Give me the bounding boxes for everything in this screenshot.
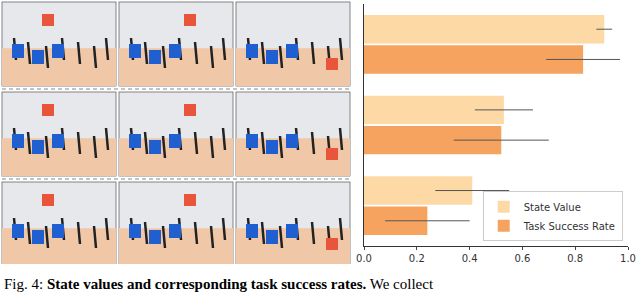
svg-text:0.0: 0.0 <box>356 253 372 264</box>
html-text:Fig. 4: State values and corre: Fig. 4: State values and corresponding t… <box>4 276 434 292</box>
svg-text:0.4: 0.4 <box>462 253 478 264</box>
svg-text:1.0: 1.0 <box>620 253 636 264</box>
svg-text:State Value: State Value <box>524 202 581 213</box>
svg-text:Task Success Rate: Task Success Rate <box>523 221 615 232</box>
svg-text:0.8: 0.8 <box>567 253 583 264</box>
svg-text:0.2: 0.2 <box>409 253 425 264</box>
svg-text:0.6: 0.6 <box>514 253 530 264</box>
